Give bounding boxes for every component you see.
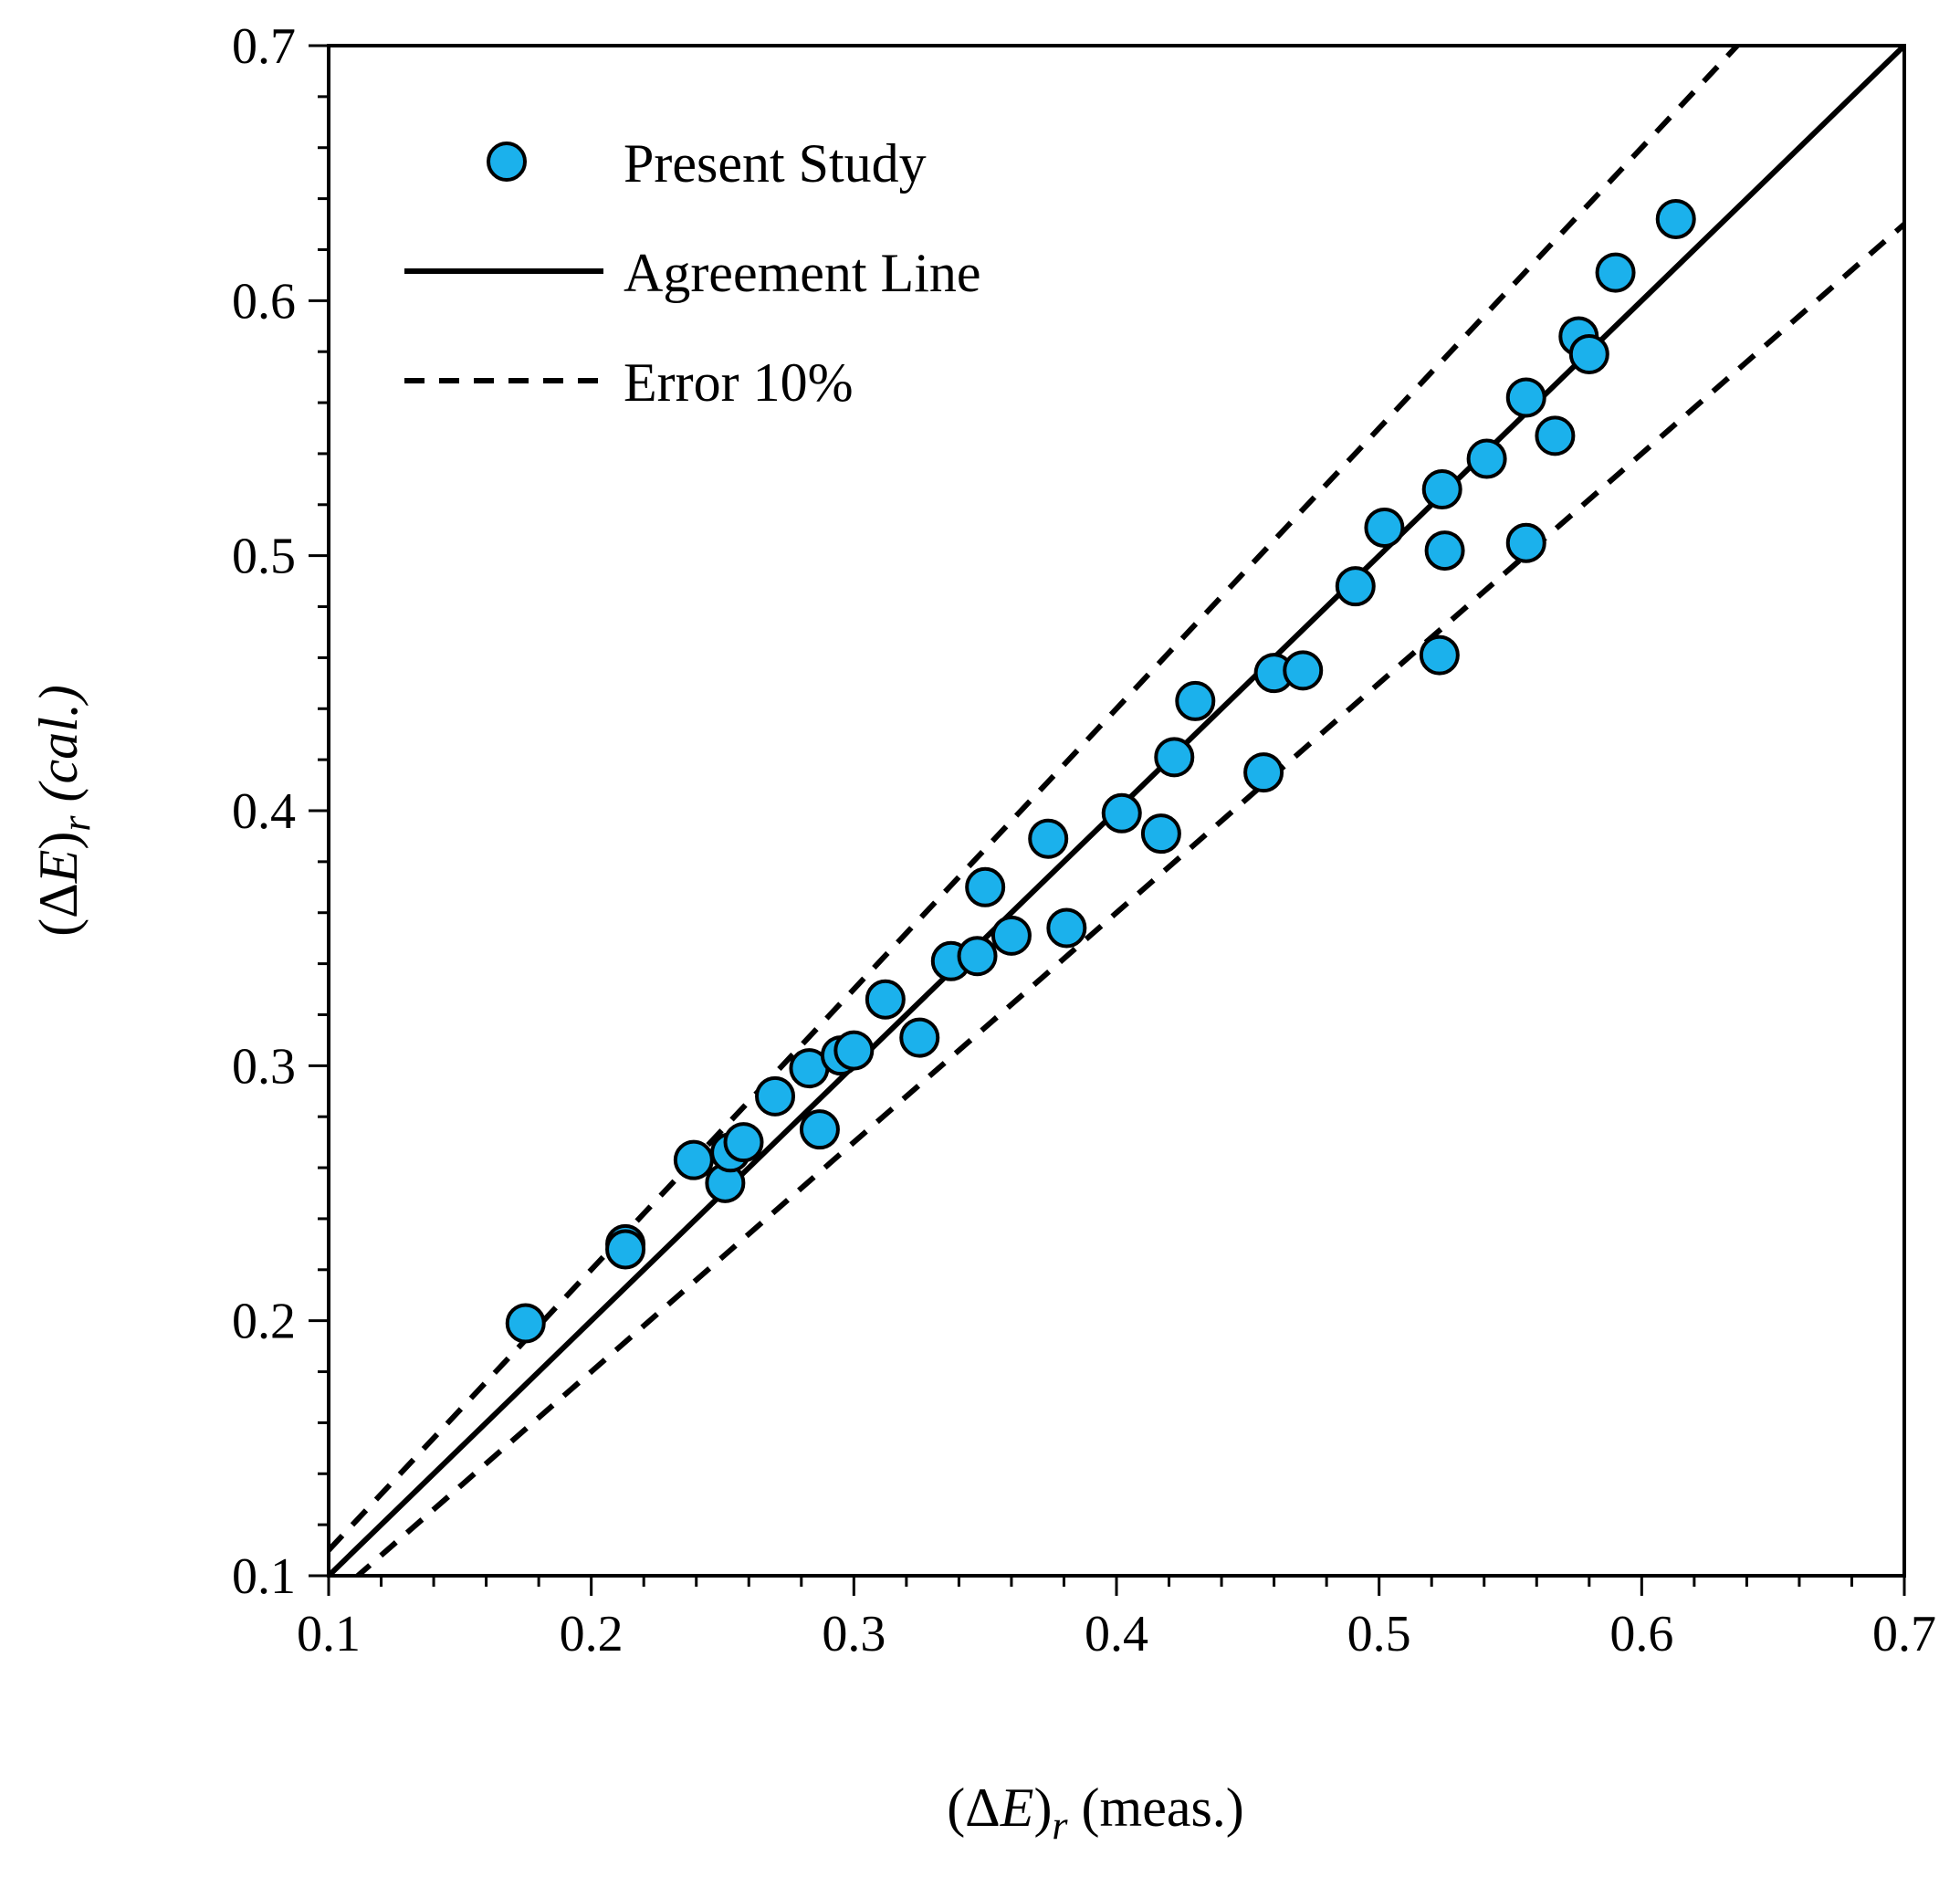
data-point	[1028, 818, 1069, 859]
data-point	[673, 1139, 714, 1180]
data-point	[899, 1017, 940, 1058]
error-line-upper	[329, 46, 1742, 1553]
data-point	[1140, 813, 1181, 855]
y-tick-label: 0.1	[232, 1548, 296, 1605]
y-tick-label: 0.4	[232, 783, 296, 840]
data-point	[1505, 522, 1546, 563]
data-point	[1466, 438, 1507, 479]
data-point	[865, 979, 906, 1020]
data-point	[723, 1122, 764, 1163]
x-tick-label: 0.5	[1347, 1606, 1411, 1662]
plot-frame	[327, 44, 1906, 1578]
data-point	[957, 936, 998, 977]
y-tick-label: 0.3	[232, 1038, 296, 1095]
data-point	[1283, 650, 1324, 691]
data-point	[1424, 530, 1465, 571]
y-tick-label: 0.6	[232, 273, 296, 330]
x-tick-label: 0.3	[822, 1606, 886, 1662]
data-point	[1243, 752, 1284, 793]
x-tick-label: 0.2	[560, 1606, 624, 1662]
x-axis-title-sub: r	[1052, 1803, 1068, 1848]
y-tick-label: 0.2	[232, 1294, 296, 1350]
data-point	[605, 1229, 646, 1270]
legend-label-agreement-line: Agreement Line	[624, 243, 981, 303]
error-line-lower	[353, 222, 1904, 1576]
data-point	[799, 1109, 840, 1150]
data-point	[990, 915, 1032, 956]
data-point	[965, 866, 1006, 907]
x-tick-label: 0.1	[297, 1606, 361, 1662]
legend-marker-present-study	[487, 142, 527, 182]
legend: Present Study Agreement Line Error 10%	[404, 133, 981, 413]
x-axis-title-close: )	[1033, 1777, 1052, 1838]
x-tick-label: 0.6	[1609, 1606, 1673, 1662]
data-point	[1419, 634, 1460, 676]
x-tick-label: 0.4	[1085, 1606, 1148, 1662]
y-axis-title-var: E	[28, 850, 89, 885]
data-point	[1101, 792, 1142, 834]
legend-label-present-study: Present Study	[624, 133, 927, 194]
y-tick-label: 0.7	[232, 18, 296, 75]
data-point	[1568, 333, 1609, 374]
y-tick-label: 0.5	[232, 529, 296, 585]
data-points	[505, 198, 1696, 1344]
data-point	[1535, 415, 1576, 456]
x-axis-title-var: E	[1000, 1777, 1034, 1838]
axis-tick-labels: 0.10.1 0.2 0.2 0.3 0.3 0.4 0.4 0.5 0.5 0.6 0.6 0.7 0…	[232, 18, 1936, 1662]
legend-label-error: Error 10%	[624, 352, 854, 413]
x-axis-title-prefix: (Δ	[947, 1777, 1001, 1838]
data-point	[1655, 198, 1696, 239]
data-point	[833, 1030, 875, 1071]
x-tick-label: 0.7	[1872, 1606, 1936, 1662]
data-point	[1154, 737, 1195, 778]
y-axis-title-sub: r	[54, 815, 99, 832]
data-point	[1364, 507, 1405, 548]
y-axis-title-suffix: (cal.)	[28, 685, 89, 815]
x-axis-title: (ΔE)r (meas.)	[947, 1777, 1244, 1848]
y-axis-title-prefix: (Δ	[28, 883, 89, 937]
data-point	[1046, 907, 1087, 949]
data-point	[1175, 680, 1216, 721]
data-point	[505, 1303, 546, 1344]
y-axis-title: (ΔE)r (cal.)	[28, 685, 99, 937]
y-axis-title-close: )	[28, 832, 89, 850]
data-point	[755, 1075, 796, 1117]
data-point	[1421, 469, 1462, 510]
data-point	[1505, 377, 1546, 418]
x-axis-title-suffix: (meas.)	[1068, 1777, 1244, 1838]
data-point	[1595, 252, 1636, 293]
data-point	[1335, 566, 1376, 607]
